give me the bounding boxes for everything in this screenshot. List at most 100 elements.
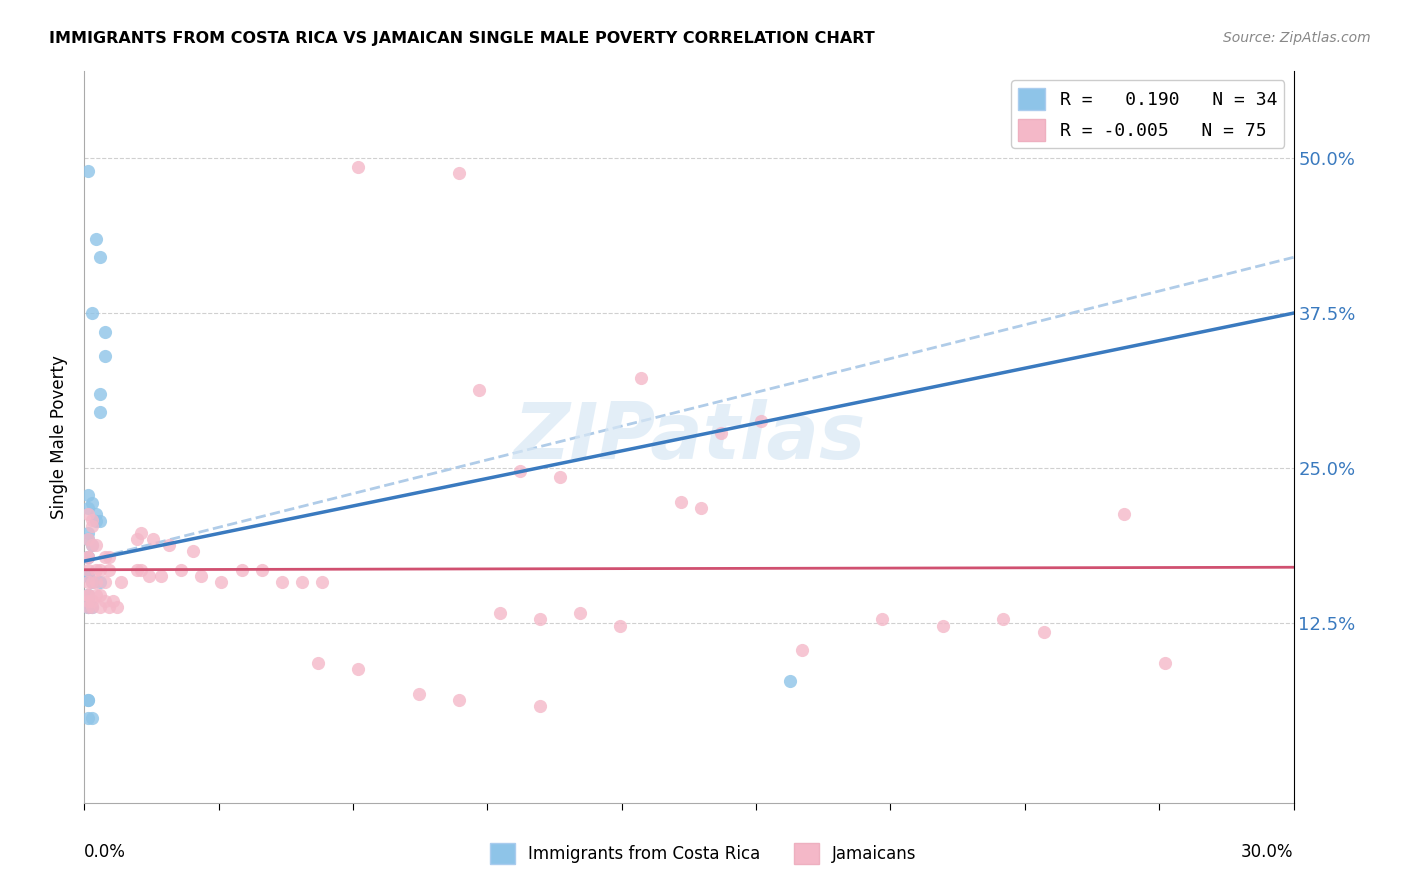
Point <box>93 350 115 364</box>
Point <box>97 563 120 577</box>
Point <box>77 593 100 607</box>
Point <box>690 500 713 515</box>
Point <box>548 469 571 483</box>
Point <box>89 599 111 614</box>
Point <box>82 575 104 590</box>
Point <box>105 599 128 614</box>
Point <box>77 588 100 602</box>
Point <box>97 599 120 614</box>
Point <box>93 593 115 607</box>
Point <box>77 563 100 577</box>
Point <box>125 563 148 577</box>
Point <box>569 606 592 620</box>
Point <box>86 507 108 521</box>
Point <box>93 325 115 339</box>
Point <box>270 575 292 590</box>
Point <box>449 693 471 707</box>
Point <box>110 575 132 590</box>
Point <box>170 563 193 577</box>
Point <box>86 515 108 529</box>
Point <box>125 532 148 546</box>
Point <box>93 550 115 565</box>
Point <box>181 544 204 558</box>
Point <box>86 232 108 246</box>
Point <box>82 538 104 552</box>
Point <box>97 550 120 565</box>
Legend: R =   0.190   N = 34, R = -0.005   N = 75: R = 0.190 N = 34, R = -0.005 N = 75 <box>1011 80 1285 148</box>
Point <box>82 711 104 725</box>
Point <box>77 588 100 602</box>
Point <box>93 575 115 590</box>
Point <box>307 656 329 670</box>
Point <box>408 687 430 701</box>
Point <box>1114 507 1136 521</box>
Point <box>529 699 551 714</box>
Point <box>77 599 100 614</box>
Point <box>86 538 108 552</box>
Point <box>89 575 111 590</box>
Point <box>488 606 510 620</box>
Point <box>157 538 180 552</box>
Text: 30.0%: 30.0% <box>1241 843 1294 861</box>
Point <box>609 618 631 632</box>
Point <box>77 569 100 583</box>
Point <box>82 519 104 533</box>
Point <box>630 370 652 384</box>
Point <box>77 550 100 565</box>
Point <box>347 160 370 174</box>
Point <box>77 599 100 614</box>
Point <box>509 464 531 478</box>
Point <box>82 496 104 510</box>
Point <box>89 588 111 602</box>
Point <box>89 563 111 577</box>
Point <box>231 563 253 577</box>
Point <box>250 563 273 577</box>
Point <box>77 588 100 602</box>
Point <box>993 612 1015 626</box>
Point <box>291 575 314 590</box>
Point <box>138 569 160 583</box>
Point <box>77 488 100 502</box>
Point <box>129 563 152 577</box>
Point <box>77 163 100 178</box>
Text: ZIPatlas: ZIPatlas <box>513 399 865 475</box>
Point <box>89 386 111 401</box>
Point <box>82 306 104 320</box>
Point <box>932 618 955 632</box>
Point <box>77 550 100 565</box>
Point <box>89 250 111 264</box>
Text: Source: ZipAtlas.com: Source: ZipAtlas.com <box>1223 31 1371 45</box>
Point <box>1153 656 1175 670</box>
Point <box>77 693 100 707</box>
Point <box>790 643 813 657</box>
Point <box>77 550 100 565</box>
Point <box>77 507 100 521</box>
Point <box>190 569 212 583</box>
Point <box>77 593 100 607</box>
Point <box>1032 624 1054 639</box>
Point <box>82 538 104 552</box>
Point <box>82 513 104 527</box>
Point <box>347 662 370 676</box>
Point <box>77 550 100 565</box>
Point <box>779 674 801 689</box>
Point <box>89 405 111 419</box>
Point <box>77 532 100 546</box>
Point <box>77 532 100 546</box>
Y-axis label: Single Male Poverty: Single Male Poverty <box>51 355 69 519</box>
Point <box>149 569 172 583</box>
Point <box>529 612 551 626</box>
Point <box>209 575 232 590</box>
Point <box>449 166 471 180</box>
Point <box>86 575 108 590</box>
Point <box>77 599 100 614</box>
Point <box>751 414 773 428</box>
Point <box>77 693 100 707</box>
Point <box>89 515 111 529</box>
Point <box>86 588 108 602</box>
Point <box>77 525 100 540</box>
Text: 0.0%: 0.0% <box>84 843 127 861</box>
Legend: Immigrants from Costa Rica, Jamaicans: Immigrants from Costa Rica, Jamaicans <box>482 837 924 871</box>
Point <box>872 612 894 626</box>
Point <box>86 563 108 577</box>
